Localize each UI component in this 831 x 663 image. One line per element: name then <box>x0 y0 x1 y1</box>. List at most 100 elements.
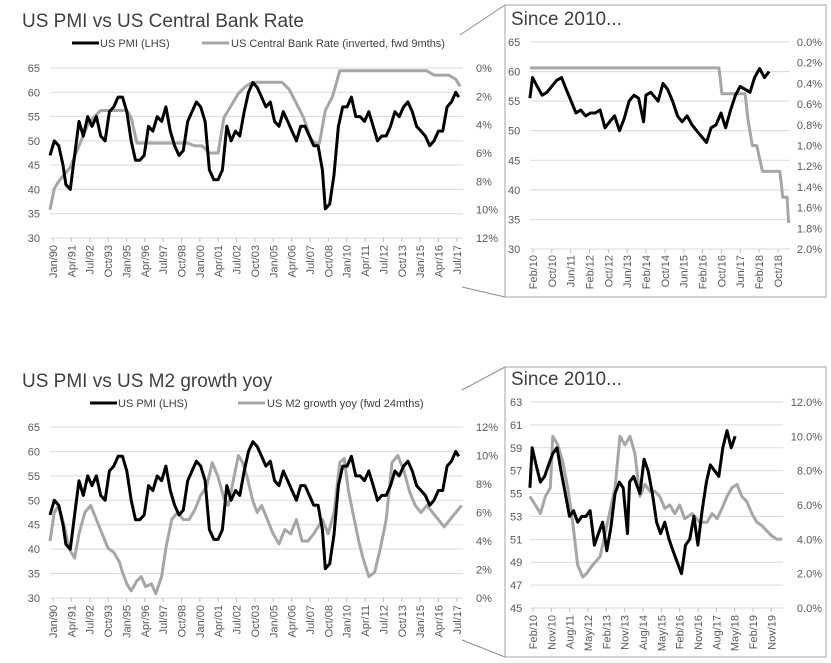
x-tick-label: Jul/07 <box>305 245 317 274</box>
y-right-tick-label: 2% <box>476 91 492 103</box>
x-tick-label: Apr/11 <box>360 605 372 637</box>
x-tick-label: Jul/02 <box>232 605 244 634</box>
y-left-tick-label: 35 <box>508 214 520 226</box>
y-right-tick-label: 10% <box>476 205 498 217</box>
x-tick-label: Apr/16 <box>433 605 445 637</box>
x-tick-label: Feb/10 <box>528 255 540 289</box>
x-tick-label: Apr/06 <box>287 245 299 277</box>
legend-label-1: US M2 growth yoy (fwd 24mths) <box>267 398 424 410</box>
x-tick-label: May/15 <box>656 615 668 651</box>
y-left-tick-label: 30 <box>28 233 40 245</box>
chart-title: US PMI vs US M2 growth yoy <box>22 371 273 392</box>
y-left-tick-label: 45 <box>28 520 40 532</box>
y-right-tick-label: 0.4% <box>797 78 822 90</box>
y-left-tick-label: 35 <box>28 209 40 221</box>
x-tick-label: Jul/07 <box>305 605 317 634</box>
y-right-tick-label: 12% <box>476 233 498 245</box>
y-left-tick-label: 45 <box>510 603 522 615</box>
x-tick-label: Jan/10 <box>342 605 354 638</box>
x-tick-label: Oct/14 <box>660 255 672 287</box>
series-line-rhs-series <box>48 69 462 210</box>
x-tick-label: Oct/13 <box>397 605 409 637</box>
y-left-tick-label: 60 <box>28 446 40 458</box>
x-tick-label: Feb/12 <box>585 255 597 289</box>
x-tick-label: Feb/14 <box>641 255 653 289</box>
x-tick-label: Feb/16 <box>698 255 710 289</box>
x-tick-label: Jul/02 <box>232 245 244 274</box>
x-tick-label: Jun/11 <box>566 255 578 287</box>
x-tick-label: Nov/13 <box>620 615 632 650</box>
x-tick-label: Oct/12 <box>603 255 615 287</box>
y-right-tick-label: 0.0% <box>797 603 822 615</box>
x-tick-label: Oct/93 <box>103 605 115 637</box>
x-tick-label: May/18 <box>730 615 742 651</box>
y-left-tick-label: 57 <box>510 466 522 478</box>
x-tick-label: Aug/11 <box>565 615 577 649</box>
y-right-tick-label: 8.0% <box>797 466 822 478</box>
series-line-rhs-series <box>48 454 463 596</box>
y-left-tick-label: 30 <box>28 593 40 605</box>
y-right-tick-label: 2.0% <box>797 569 822 581</box>
x-tick-label: Jan/05 <box>268 245 280 278</box>
y-left-tick-label: 40 <box>28 184 40 196</box>
y-left-tick-label: 50 <box>28 136 40 148</box>
chart-pmi-vs-rate: US PMI vs US Central Bank Rate US PMI (LH… <box>22 11 498 278</box>
y-right-tick-label: 4.0% <box>797 534 822 546</box>
chart-title: Since 2010... <box>511 9 622 30</box>
y-right-tick-label: 8% <box>476 176 492 188</box>
x-tick-label: Jan/95 <box>121 245 133 278</box>
y-right-tick-label: 1.0% <box>797 141 822 153</box>
y-left-tick-label: 55 <box>28 112 40 124</box>
x-tick-label: Apr/91 <box>66 605 78 637</box>
x-tick-label: Apr/96 <box>140 245 152 277</box>
x-tick-label: Apr/91 <box>66 245 78 277</box>
y-left-tick-label: 45 <box>28 160 40 172</box>
y-left-tick-label: 55 <box>510 489 522 501</box>
series-line-rhs-series <box>528 434 782 579</box>
x-tick-label: Feb/10 <box>528 615 540 649</box>
x-tick-label: Jan/90 <box>48 605 60 638</box>
x-tick-label: Oct/10 <box>547 255 559 287</box>
y-left-tick-label: 60 <box>28 87 40 99</box>
y-right-tick-label: 0.2% <box>797 58 822 70</box>
y-left-tick-label: 61 <box>510 420 522 432</box>
x-tick-label: Nov/19 <box>766 615 778 650</box>
y-right-tick-label: 1.4% <box>797 182 822 194</box>
y-left-tick-label: 65 <box>508 37 520 49</box>
x-tick-label: Jul/97 <box>158 605 170 634</box>
y-left-tick-label: 49 <box>510 557 522 569</box>
x-tick-label: Jun/17 <box>735 255 747 288</box>
inset-frame-2 <box>504 366 827 658</box>
x-tick-label: Oct/13 <box>397 245 409 277</box>
x-tick-label: Feb/18 <box>754 255 766 289</box>
x-tick-label: Oct/16 <box>716 255 728 287</box>
callout-connector-bottom <box>461 286 506 298</box>
x-tick-label: Apr/01 <box>213 245 225 277</box>
x-tick-label: Nov/16 <box>693 615 705 650</box>
y-right-tick-label: 0.6% <box>797 99 822 111</box>
y-left-tick-label: 35 <box>28 569 40 581</box>
y-left-tick-label: 60 <box>508 67 520 79</box>
y-right-tick-label: 6% <box>476 148 492 160</box>
y-right-tick-label: 2.0% <box>797 244 822 256</box>
callout-connector-bottom-2 <box>461 639 506 658</box>
x-tick-label: Jul/92 <box>85 245 97 274</box>
y-right-tick-label: 0% <box>476 63 492 75</box>
y-right-tick-label: 2% <box>476 565 492 577</box>
y-left-tick-label: 30 <box>508 244 520 256</box>
x-tick-label: Jan/05 <box>268 605 280 638</box>
x-tick-label: Apr/16 <box>433 245 445 277</box>
x-tick-label: Apr/96 <box>140 605 152 637</box>
x-tick-label: Jul/17 <box>452 245 464 274</box>
x-tick-label: Jan/00 <box>195 605 207 638</box>
callout-connector-top <box>459 4 506 36</box>
chart-pmi-vs-m2-since-2010: Since 2010... 45 47 49 51 53 55 57 59 61 63 0.0% 2.0… <box>510 369 822 651</box>
x-tick-label: Oct/18 <box>773 255 785 287</box>
y-left-tick-label: 55 <box>508 96 520 108</box>
x-tick-label: Apr/06 <box>287 605 299 637</box>
x-tick-label: Oct/98 <box>176 605 188 637</box>
x-tick-label: Jun/13 <box>622 255 634 288</box>
y-left-tick-label: 47 <box>510 580 522 592</box>
x-tick-label: Feb/13 <box>601 615 613 649</box>
y-right-tick-label: 12.0% <box>791 397 822 409</box>
